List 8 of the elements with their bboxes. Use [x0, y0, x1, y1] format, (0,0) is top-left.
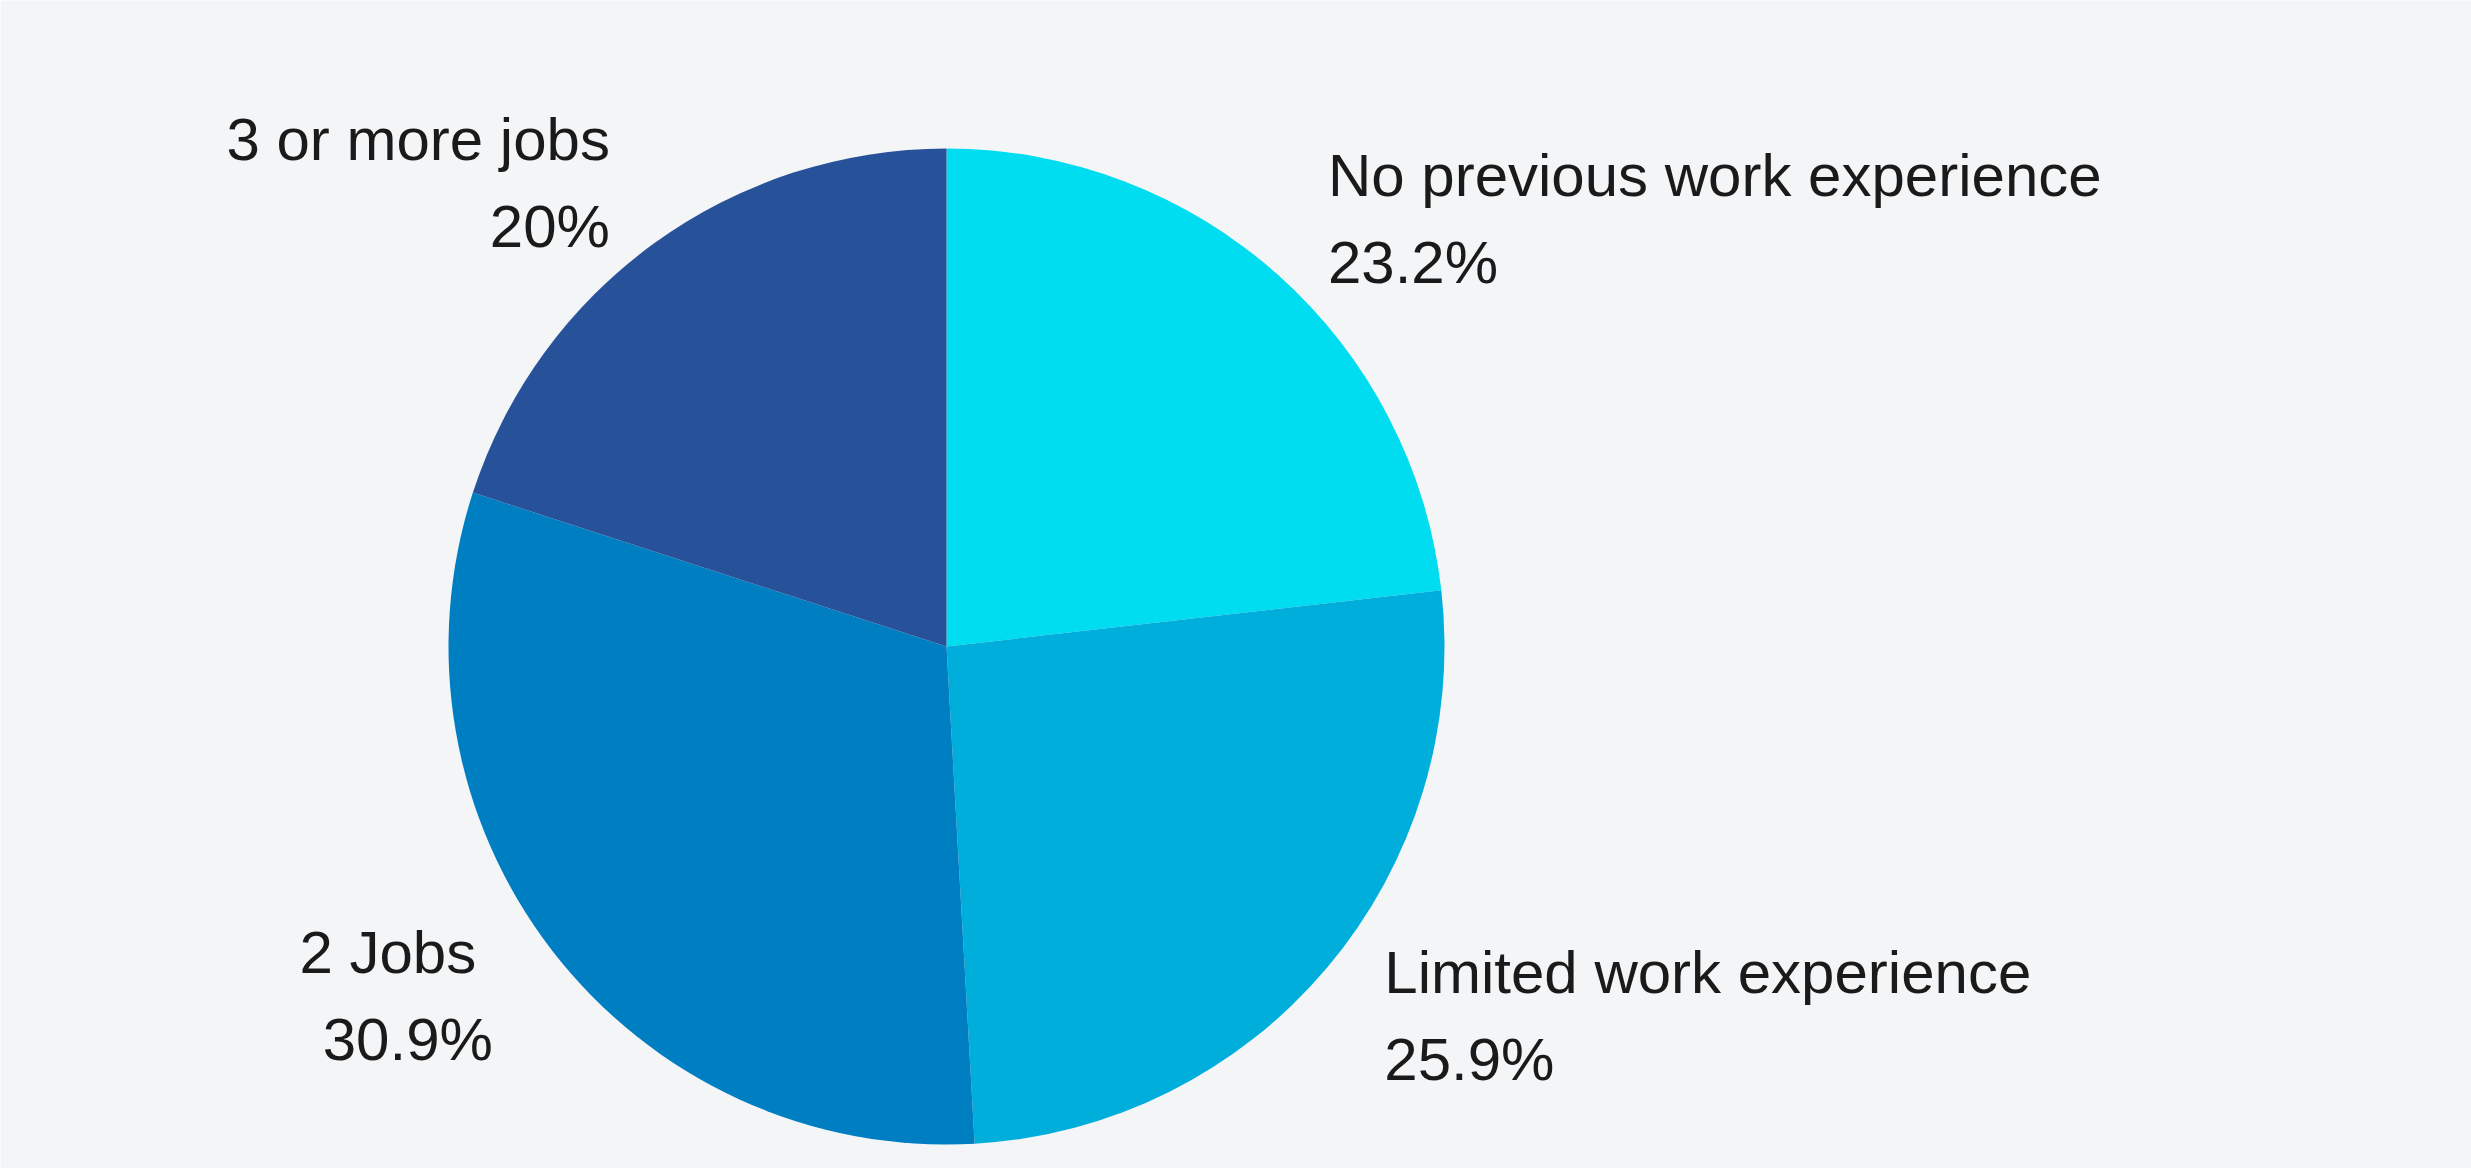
slice-label: Limited work experience [1384, 938, 2032, 1006]
slice-label: 2 Jobs [299, 919, 477, 987]
data-label: 20% [489, 193, 610, 261]
slice-label: No previous work experience [1327, 142, 2102, 210]
data-label: 25.9% [1384, 1025, 1555, 1093]
data-label: 30.9% [322, 1006, 493, 1074]
data-label: 23.2% [1327, 229, 1499, 297]
slice-label: 3 or more jobs [226, 106, 610, 174]
